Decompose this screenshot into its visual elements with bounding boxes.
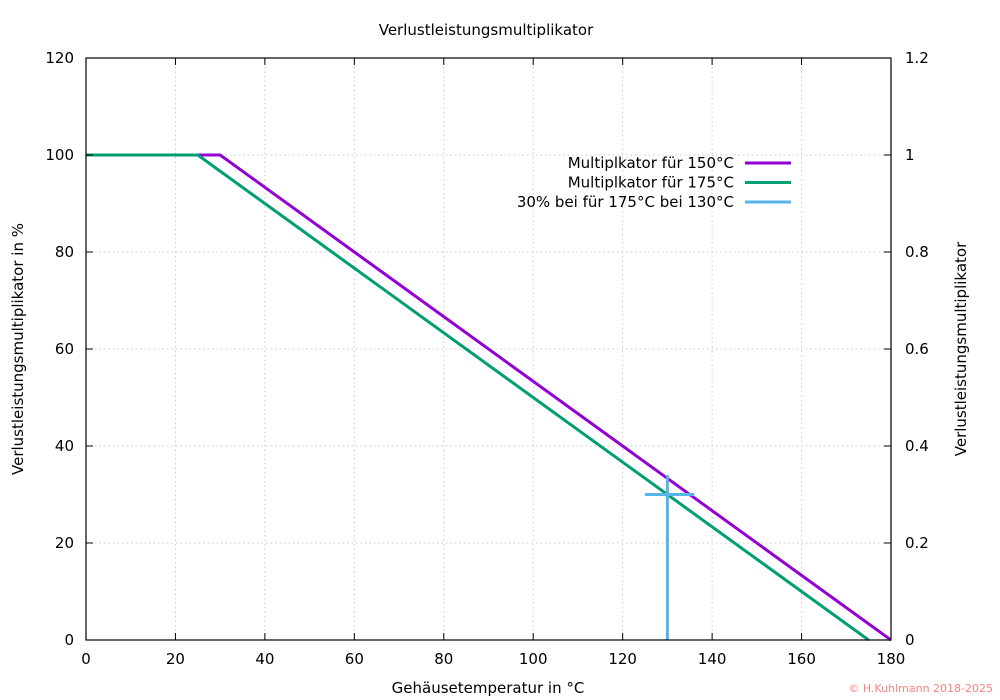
y-tick-label: 100 <box>45 146 74 164</box>
y-tick-label: 20 <box>55 534 74 552</box>
y-tick-label: 80 <box>55 243 74 261</box>
x-axis-title: Gehäusetemperatur in °C <box>392 679 585 697</box>
series-line <box>86 153 870 642</box>
y-tick-label: 120 <box>45 49 74 67</box>
x-tick-label: 100 <box>519 650 548 668</box>
x-tick-label: 20 <box>166 650 185 668</box>
x-tick-label: 80 <box>434 650 453 668</box>
y-axis-title: Verlustleistungsmultiplikator in % <box>9 223 27 475</box>
x-tick-label: 40 <box>255 650 274 668</box>
x-tick-label: 180 <box>877 650 906 668</box>
legend-label: 30% bei für 175°C bei 130°C <box>517 193 734 211</box>
legend-item: Multiplkator für 175°C <box>568 174 791 192</box>
series-3 <box>645 475 695 640</box>
x-tick-label: 120 <box>608 650 637 668</box>
x-tick-label: 140 <box>698 650 727 668</box>
y2-tick-label: 1.2 <box>905 49 929 67</box>
y2-tick-label: 1 <box>905 146 915 164</box>
legend-item: Multiplkator für 150°C <box>568 154 791 172</box>
y2-axis-title: Verlustleistungsmultiplikator <box>952 241 970 456</box>
x-tick-label: 60 <box>345 650 364 668</box>
y2-tick-label: 0.6 <box>905 340 929 358</box>
x-tick-label: 0 <box>81 650 91 668</box>
series-layer <box>86 153 892 642</box>
legend: Multiplkator für 150°C Multiplkator für 1… <box>517 154 791 211</box>
legend-label: Multiplkator für 175°C <box>568 174 734 192</box>
y2-tick-label: 0.8 <box>905 243 929 261</box>
copyright-text: © H.Kuhlmann 2018-2025 <box>848 682 993 695</box>
legend-label: Multiplkator für 150°C <box>568 154 734 172</box>
legend-item: 30% bei für 175°C bei 130°C <box>517 193 791 211</box>
y2-tick-label: 0 <box>905 631 915 649</box>
y2-tick-label: 0.2 <box>905 534 929 552</box>
y2-tick-label: 0.4 <box>905 437 929 455</box>
y-tick-label: 60 <box>55 340 74 358</box>
y-tick-label: 0 <box>64 631 74 649</box>
chart-title: Verlustleistungsmultiplikator <box>379 21 594 39</box>
y-tick-label: 40 <box>55 437 74 455</box>
x-tick-label: 160 <box>787 650 816 668</box>
series-2 <box>86 153 870 642</box>
